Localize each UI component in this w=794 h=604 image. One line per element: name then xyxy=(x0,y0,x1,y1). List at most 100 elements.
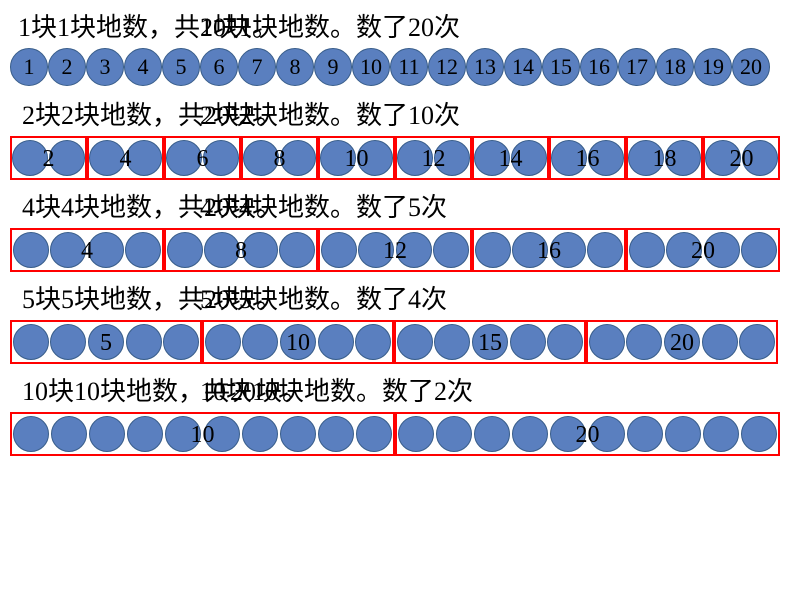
circle xyxy=(397,324,433,360)
title-row: 2块2块地数，共20块。2块2块地数。数了10次 xyxy=(0,96,794,136)
circle xyxy=(434,324,470,360)
red-group: 20 xyxy=(395,412,780,456)
circle: 9 xyxy=(314,48,352,86)
circle xyxy=(356,416,392,452)
circle xyxy=(628,140,664,176)
circle xyxy=(475,232,511,268)
circle: 2 xyxy=(48,48,86,86)
circle xyxy=(89,416,125,452)
red-group: 2 xyxy=(10,136,87,180)
red-group: 4 xyxy=(10,228,164,272)
circle xyxy=(320,140,356,176)
circle: 12 xyxy=(428,48,466,86)
circle: 20 xyxy=(732,48,770,86)
red-group: 10 xyxy=(318,136,395,180)
circle xyxy=(433,232,469,268)
section-1: 1块1块地数，共20块。1块1块地数。数了20次1234567891011121… xyxy=(0,8,794,88)
circle xyxy=(704,232,740,268)
circle xyxy=(703,416,739,452)
red-group: 12 xyxy=(395,136,472,180)
circle: 10 xyxy=(352,48,390,86)
circle-row: 1234567891011121314151617181920 xyxy=(0,48,794,88)
red-group: 20 xyxy=(586,320,778,364)
circle xyxy=(49,140,85,176)
red-group: 15 xyxy=(394,320,586,364)
red-group: 18 xyxy=(626,136,703,180)
circle xyxy=(510,324,546,360)
circle xyxy=(89,140,125,176)
circle: 7 xyxy=(238,48,276,86)
circle xyxy=(588,140,624,176)
circle xyxy=(511,140,547,176)
red-group: 10 xyxy=(202,320,394,364)
circle xyxy=(547,324,583,360)
circle xyxy=(396,232,432,268)
circle: 14 xyxy=(504,48,542,86)
circle xyxy=(434,140,470,176)
title-b: 2块2块地数。数了10次 xyxy=(200,96,460,136)
grouped-row: 5101520 xyxy=(0,320,794,364)
circle xyxy=(318,324,354,360)
title-b: 5块5块地数。数了4次 xyxy=(200,280,447,320)
title-b: 1块1块地数。数了20次 xyxy=(200,8,460,48)
red-group: 12 xyxy=(318,228,472,272)
circle xyxy=(12,140,48,176)
circle xyxy=(587,232,623,268)
circle: 18 xyxy=(656,48,694,86)
circle xyxy=(626,324,662,360)
circle xyxy=(665,140,701,176)
circle xyxy=(163,324,199,360)
title-row: 10块10块地数，共20块。10块10块地数。数了2次 xyxy=(0,372,794,412)
grouped-row: 48121620 xyxy=(0,228,794,272)
circle xyxy=(358,232,394,268)
section-2: 2块2块地数，共20块。2块2块地数。数了10次2468101214161820 xyxy=(0,96,794,180)
circle xyxy=(551,140,587,176)
circle xyxy=(126,140,162,176)
circle xyxy=(397,140,433,176)
circle xyxy=(280,324,316,360)
circle xyxy=(666,232,702,268)
circle xyxy=(50,324,86,360)
red-group: 8 xyxy=(241,136,318,180)
title-row: 5块5块地数，共20块。5块5块地数。数了4次 xyxy=(0,280,794,320)
circle xyxy=(165,416,201,452)
circle: 11 xyxy=(390,48,428,86)
circle xyxy=(205,324,241,360)
circle xyxy=(279,232,315,268)
circle: 6 xyxy=(200,48,238,86)
circle xyxy=(243,140,279,176)
title-row: 1块1块地数，共20块。1块1块地数。数了20次 xyxy=(0,8,794,48)
circle: 8 xyxy=(276,48,314,86)
circle xyxy=(167,232,203,268)
circle xyxy=(126,324,162,360)
circle xyxy=(398,416,434,452)
red-group: 20 xyxy=(703,136,780,180)
circle xyxy=(472,324,508,360)
title-b: 4块4块地数。数了5次 xyxy=(200,188,447,228)
red-group: 5 xyxy=(10,320,202,364)
red-group: 16 xyxy=(549,136,626,180)
circle xyxy=(355,324,391,360)
section-3: 4块4块地数，共20块。4块4块地数。数了5次48121620 xyxy=(0,188,794,272)
circle xyxy=(280,140,316,176)
circle xyxy=(51,416,87,452)
circle xyxy=(512,416,548,452)
red-group: 16 xyxy=(472,228,626,272)
circle xyxy=(512,232,548,268)
circle xyxy=(280,416,316,452)
circle xyxy=(242,416,278,452)
circle xyxy=(357,140,393,176)
red-group: 14 xyxy=(472,136,549,180)
circle xyxy=(318,416,354,452)
circle xyxy=(739,324,775,360)
circle: 19 xyxy=(694,48,732,86)
circle xyxy=(474,140,510,176)
circle xyxy=(204,416,240,452)
title-row: 4块4块地数，共20块。4块4块地数。数了5次 xyxy=(0,188,794,228)
section-5: 10块10块地数，共20块。10块10块地数。数了2次1020 xyxy=(0,372,794,456)
circle xyxy=(741,416,777,452)
circle xyxy=(629,232,665,268)
circle xyxy=(665,416,701,452)
circle: 4 xyxy=(124,48,162,86)
title-b: 10块10块地数。数了2次 xyxy=(200,372,473,412)
